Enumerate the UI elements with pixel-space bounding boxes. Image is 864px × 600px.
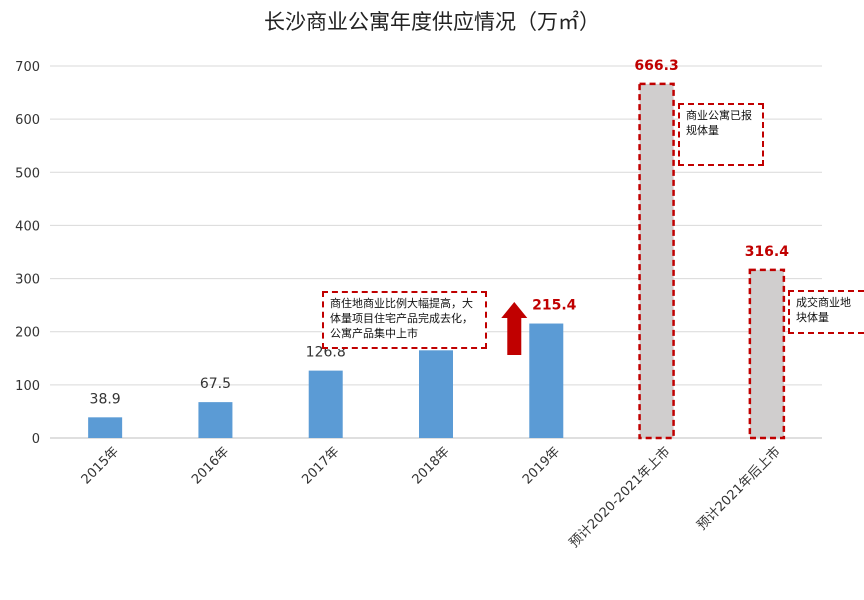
data-label: 67.5 <box>200 376 231 392</box>
chart-title: 长沙商业公寓年度供应情况（万㎡） <box>264 10 600 34</box>
annotation-box-supply-note: 商住地商业比例大幅提高，大体量项目住宅产品完成去化，公寓产品集中上市 <box>322 291 487 349</box>
bar <box>198 402 233 438</box>
data-label: 666.3 <box>634 58 678 74</box>
bar <box>638 82 675 440</box>
growth-arrow-icon <box>501 302 528 355</box>
y-tick-label: 400 <box>15 219 40 234</box>
x-tick-label: 预计2021年后上市 <box>694 444 784 534</box>
x-tick-label: 2018年 <box>410 444 453 487</box>
data-label: 316.4 <box>745 244 790 260</box>
x-tick-label: 预计2020-2021年上市 <box>566 444 673 551</box>
annotation-box-registered: 商业公寓已报规体量 <box>678 103 764 166</box>
y-tick-label: 600 <box>15 113 40 128</box>
y-tick-label: 700 <box>15 60 40 75</box>
y-tick-label: 200 <box>15 326 40 341</box>
bar <box>308 370 343 438</box>
data-label: 215.4 <box>532 298 577 314</box>
y-tick-label: 300 <box>15 273 40 288</box>
y-tick-label: 500 <box>15 166 40 181</box>
y-tick-label: 0 <box>32 432 40 447</box>
bar <box>419 350 453 438</box>
x-tick-label: 2016年 <box>189 444 232 487</box>
bar <box>88 417 123 438</box>
y-tick-label: 100 <box>15 379 40 394</box>
bar <box>748 268 786 440</box>
x-tick-label: 2017年 <box>299 444 342 487</box>
data-label: 38.9 <box>90 391 121 407</box>
x-tick-label: 2015年 <box>79 444 122 487</box>
annotation-box-land: 成交商业地块体量 <box>788 290 864 334</box>
x-tick-label: 2019年 <box>520 444 563 487</box>
bar <box>529 323 564 438</box>
